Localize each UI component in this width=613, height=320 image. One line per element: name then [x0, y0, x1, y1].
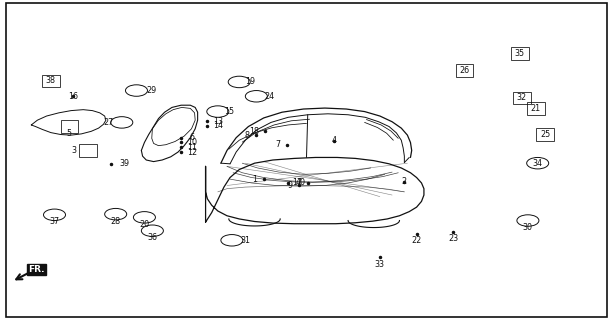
Text: 21: 21: [531, 104, 541, 113]
Text: 15: 15: [224, 107, 234, 116]
Text: 12: 12: [187, 148, 197, 156]
Text: 14: 14: [213, 121, 223, 130]
Text: 7: 7: [275, 140, 280, 149]
Text: 16: 16: [68, 92, 78, 101]
Text: 25: 25: [540, 130, 550, 139]
Text: 10: 10: [187, 138, 197, 147]
Text: 6: 6: [189, 133, 195, 142]
Text: 13: 13: [213, 116, 223, 126]
Text: 17: 17: [292, 179, 302, 188]
Text: 33: 33: [375, 260, 385, 269]
Text: 30: 30: [523, 223, 533, 232]
Text: 26: 26: [459, 66, 470, 75]
Text: 38: 38: [46, 76, 56, 85]
Text: 2: 2: [402, 177, 407, 186]
Text: 29: 29: [147, 86, 157, 95]
Text: 24: 24: [265, 92, 275, 101]
Text: 23: 23: [448, 234, 459, 243]
Text: 34: 34: [533, 159, 543, 168]
Text: 18: 18: [249, 127, 259, 136]
Text: 5: 5: [67, 129, 72, 138]
Text: 11: 11: [187, 143, 197, 152]
Text: 39: 39: [119, 159, 129, 168]
Text: 19: 19: [245, 77, 255, 86]
Text: 27: 27: [103, 118, 113, 127]
Text: 20: 20: [139, 220, 150, 229]
Text: 9: 9: [287, 181, 292, 190]
Text: 4: 4: [332, 136, 337, 145]
Text: 40: 40: [295, 179, 305, 188]
Text: 32: 32: [517, 93, 527, 102]
Text: 1: 1: [252, 175, 257, 184]
Text: 36: 36: [147, 233, 158, 242]
Text: 37: 37: [50, 217, 59, 226]
Text: 22: 22: [411, 236, 422, 245]
Text: 8: 8: [245, 131, 249, 140]
Text: 28: 28: [110, 217, 121, 226]
Text: 35: 35: [514, 49, 524, 58]
Text: 3: 3: [72, 146, 77, 155]
Text: FR.: FR.: [28, 265, 44, 274]
Text: 31: 31: [240, 236, 250, 245]
